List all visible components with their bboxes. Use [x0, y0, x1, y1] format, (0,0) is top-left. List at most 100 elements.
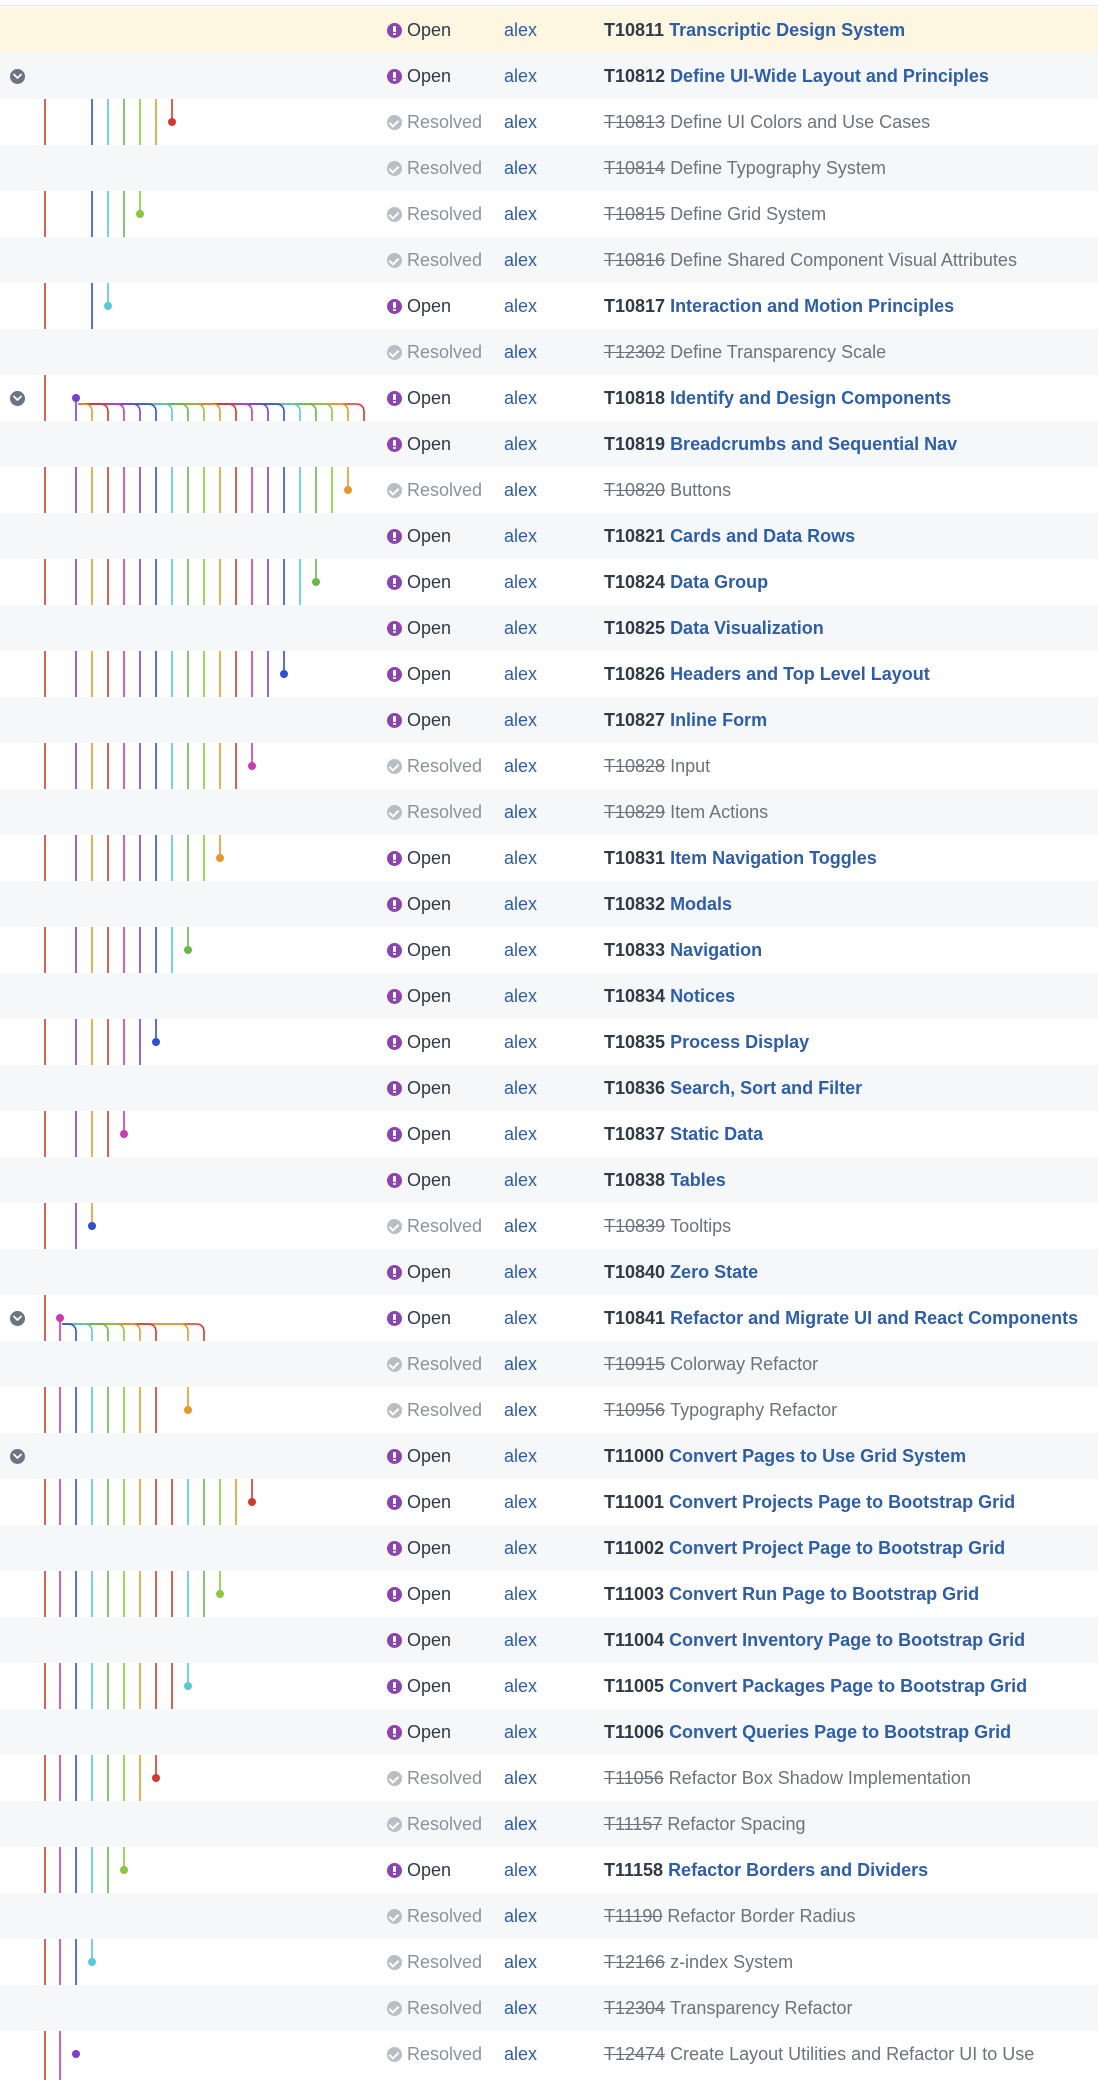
task-title-link[interactable]: Refactor Borders and Dividers — [668, 1860, 929, 1880]
task-title-link[interactable]: Convert Projects Page to Bootstrap Grid — [669, 1492, 1016, 1512]
task-title-link[interactable]: Define UI Colors and Use Cases — [670, 112, 931, 132]
task-title-link[interactable]: Cards and Data Rows — [670, 526, 856, 546]
owner-link[interactable]: alex — [504, 894, 538, 914]
task-title-link[interactable]: Convert Packages Page to Bootstrap Grid — [669, 1676, 1028, 1696]
owner-link[interactable]: alex — [504, 572, 538, 592]
owner-link[interactable]: alex — [504, 388, 538, 408]
owner-link[interactable]: alex — [504, 1538, 538, 1558]
task-title-link[interactable]: Interaction and Motion Principles — [670, 296, 955, 316]
task-title-link[interactable]: Convert Run Page to Bootstrap Grid — [669, 1584, 980, 1604]
task-title-link[interactable]: Refactor Border Radius — [667, 1906, 856, 1926]
task-title-link[interactable]: Navigation — [670, 940, 763, 960]
graph-edge — [78, 403, 109, 1180]
task-title-link[interactable]: Refactor Box Shadow Implementation — [668, 1768, 971, 1788]
owner-link[interactable]: alex — [504, 1952, 538, 1972]
owner-link[interactable]: alex — [504, 1722, 538, 1742]
owner-link[interactable]: alex — [504, 526, 538, 546]
task-title-link[interactable]: Data Visualization — [670, 618, 824, 638]
task-title-link[interactable]: Define Shared Component Visual Attribute… — [670, 250, 1017, 270]
owner-link[interactable]: alex — [504, 1768, 538, 1788]
task-title-link[interactable]: Process Display — [670, 1032, 810, 1052]
owner-link[interactable]: alex — [504, 1584, 538, 1604]
owner-link[interactable]: alex — [504, 1446, 538, 1466]
check-circle-icon — [387, 1219, 402, 1234]
owner-link[interactable]: alex — [504, 204, 538, 224]
task-title-link[interactable]: Colorway Refactor — [670, 1354, 819, 1374]
owner-link[interactable]: alex — [504, 1492, 538, 1512]
collapse-toggle-button[interactable] — [10, 69, 25, 84]
owner-link[interactable]: alex — [504, 848, 538, 868]
owner-link[interactable]: alex — [504, 710, 538, 730]
task-title-link[interactable]: Headers and Top Level Layout — [670, 664, 930, 684]
task-title-link[interactable]: Input — [670, 756, 711, 776]
task-title-link[interactable]: Item Actions — [670, 802, 769, 822]
owner-link[interactable]: alex — [504, 1124, 538, 1144]
collapse-toggle-button[interactable] — [10, 1311, 25, 1326]
task-title-link[interactable]: Tables — [670, 1170, 726, 1190]
task-title-link[interactable]: Convert Inventory Page to Bootstrap Grid — [669, 1630, 1026, 1650]
owner-link[interactable]: alex — [504, 1676, 538, 1696]
table-row: Resolved alex T11157 Refactor Spacing — [0, 1801, 1098, 1847]
owner-link[interactable]: alex — [504, 1630, 538, 1650]
task-title-link[interactable]: Item Navigation Toggles — [670, 848, 877, 868]
owner-link[interactable]: alex — [504, 434, 538, 454]
owner-link[interactable]: alex — [504, 1262, 538, 1282]
owner-link[interactable]: alex — [504, 1860, 538, 1880]
collapse-toggle-button[interactable] — [10, 1449, 25, 1464]
task-title-link[interactable]: Identify and Design Components — [670, 388, 952, 408]
task-title-link[interactable]: Notices — [670, 986, 736, 1006]
owner-link[interactable]: alex — [504, 1400, 538, 1420]
owner-link[interactable]: alex — [504, 342, 538, 362]
owner-link[interactable]: alex — [504, 664, 538, 684]
owner-link[interactable]: alex — [504, 296, 538, 316]
owner-link[interactable]: alex — [504, 986, 538, 1006]
task-title-link[interactable]: Transcriptic Design System — [669, 20, 906, 40]
owner-link[interactable]: alex — [504, 1216, 538, 1236]
task-title-link[interactable]: Modals — [670, 894, 733, 914]
task-title-link[interactable]: Inline Form — [670, 710, 768, 730]
collapse-toggle-button[interactable] — [10, 391, 25, 406]
task-title-link[interactable]: Convert Queries Page to Bootstrap Grid — [669, 1722, 1012, 1742]
owner-link[interactable]: alex — [504, 2044, 538, 2064]
owner-link[interactable]: alex — [504, 618, 538, 638]
owner-link[interactable]: alex — [504, 1814, 538, 1834]
owner-link[interactable]: alex — [504, 66, 538, 86]
owner-link[interactable]: alex — [504, 1354, 538, 1374]
task-title-link[interactable]: Refactor Spacing — [667, 1814, 806, 1834]
owner-link[interactable]: alex — [504, 756, 538, 776]
owner-link[interactable]: alex — [504, 158, 538, 178]
owner-link[interactable]: alex — [504, 1170, 538, 1190]
task-title-link[interactable]: Define Transparency Scale — [670, 342, 887, 362]
owner-link[interactable]: alex — [504, 940, 538, 960]
exclamation-circle-icon — [387, 575, 402, 590]
owner-link[interactable]: alex — [504, 20, 538, 40]
owner-link[interactable]: alex — [504, 250, 538, 270]
task-title-link[interactable]: Convert Project Page to Bootstrap Grid — [669, 1538, 1006, 1558]
task-title-link[interactable]: Define UI-Wide Layout and Principles — [670, 66, 989, 86]
task-title-link[interactable]: Data Group — [670, 572, 769, 592]
owner-link[interactable]: alex — [504, 1078, 538, 1098]
task-title-link[interactable]: Search, Sort and Filter — [670, 1078, 863, 1098]
task-title-link[interactable]: Define Typography System — [670, 158, 886, 178]
task-title-link[interactable]: Create Layout Utilities and Refactor UI … — [670, 2044, 1035, 2064]
owner-link[interactable]: alex — [504, 1032, 538, 1052]
graph-edge — [78, 403, 365, 444]
task-title-link[interactable]: Buttons — [670, 480, 732, 500]
owner-link[interactable]: alex — [504, 1906, 538, 1926]
task-title-link[interactable]: z-index System — [670, 1952, 794, 1972]
task-title-link[interactable]: Refactor and Migrate UI and React Compon… — [670, 1308, 1079, 1328]
task-title-link[interactable]: Transparency Refactor — [670, 1998, 853, 2018]
task-title-link[interactable]: Typography Refactor — [670, 1400, 838, 1420]
owner-link[interactable]: alex — [504, 802, 538, 822]
task-title-link[interactable]: Tooltips — [670, 1216, 732, 1236]
task-title-link[interactable]: Zero State — [670, 1262, 759, 1282]
owner-link[interactable]: alex — [504, 1998, 538, 2018]
owner-link[interactable]: alex — [504, 480, 538, 500]
task-title-link[interactable]: Define Grid System — [670, 204, 827, 224]
task-title-link[interactable]: Convert Pages to Use Grid System — [669, 1446, 967, 1466]
task-cell: T10838 Tables — [604, 1157, 726, 1203]
owner-link[interactable]: alex — [504, 112, 538, 132]
owner-link[interactable]: alex — [504, 1308, 538, 1328]
task-title-link[interactable]: Static Data — [670, 1124, 764, 1144]
task-title-link[interactable]: Breadcrumbs and Sequential Nav — [670, 434, 958, 454]
